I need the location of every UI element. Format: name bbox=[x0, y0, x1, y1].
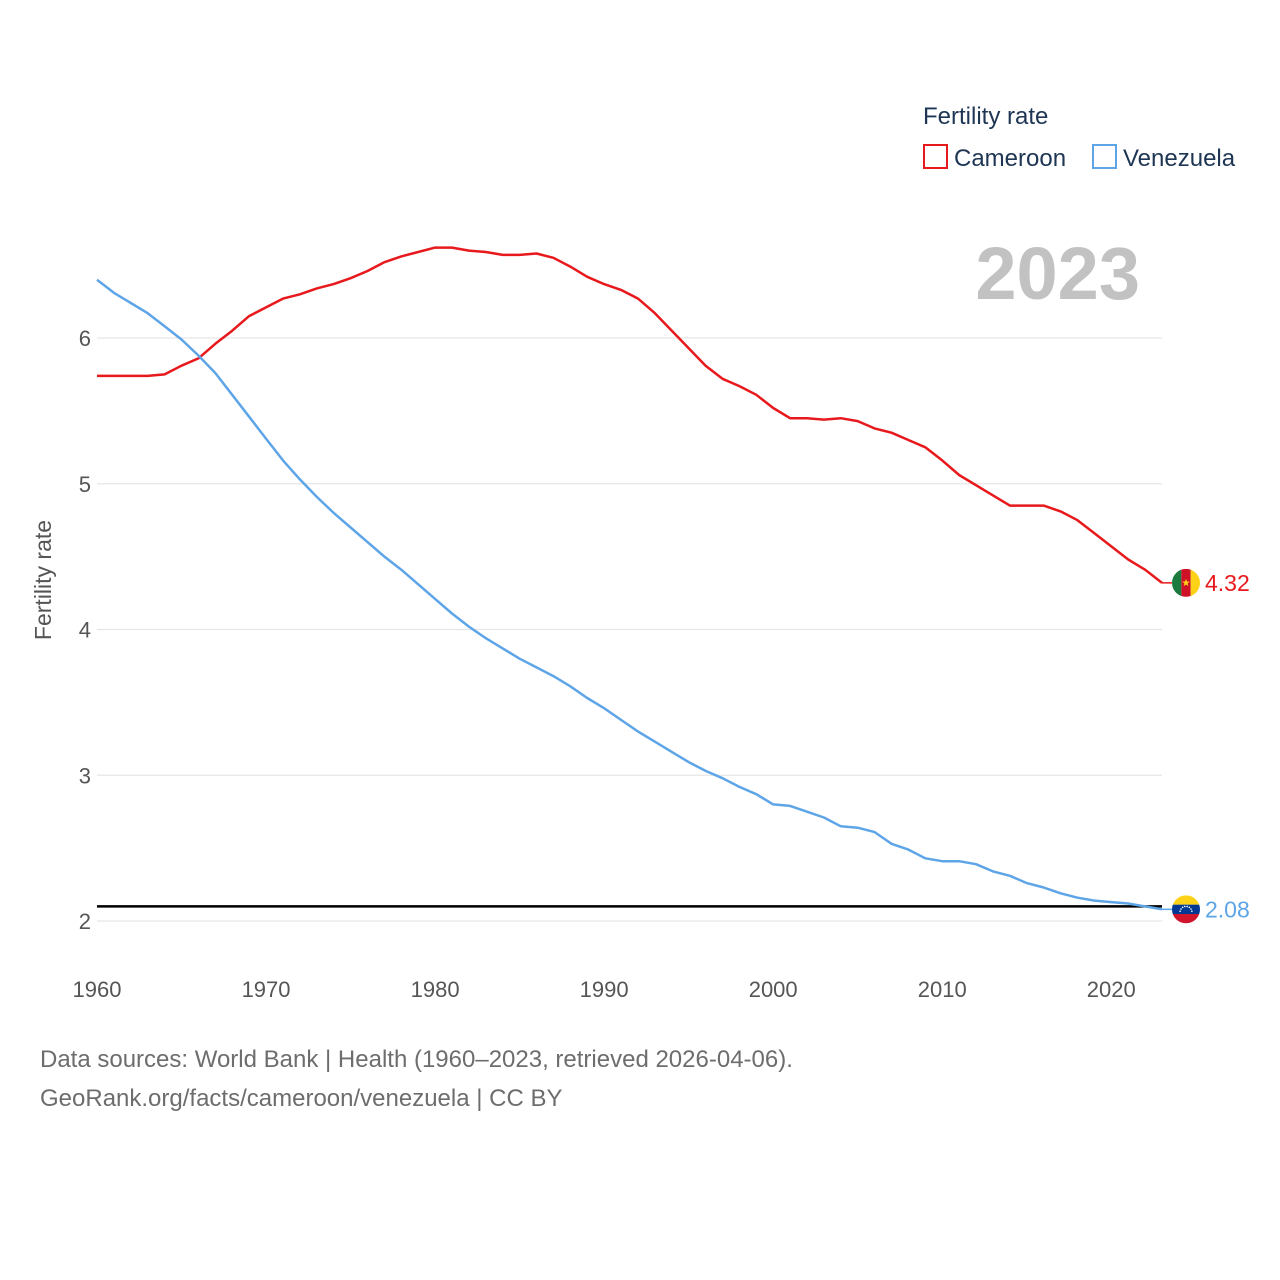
y-tick-label-6: 6 bbox=[79, 326, 91, 351]
data-source-note: Data sources: World Bank | Health (1960–… bbox=[40, 1046, 793, 1073]
flag-star-icon bbox=[1190, 908, 1192, 910]
flag-star-icon bbox=[1179, 910, 1181, 912]
legend-swatch-cameroon bbox=[923, 144, 948, 169]
cameroon-flag bbox=[1172, 568, 1200, 597]
x-tick-label-2020: 2020 bbox=[1087, 977, 1136, 1002]
flag-stripe-yellow bbox=[1190, 568, 1200, 597]
legend-title: Fertility rate bbox=[923, 103, 1048, 130]
flag-body-cameroon bbox=[1172, 568, 1200, 597]
flag-stripe-red bbox=[1172, 914, 1200, 924]
y-axis-title: Fertility rate bbox=[30, 520, 56, 640]
flag-star-icon bbox=[1186, 905, 1188, 908]
legend-label-cameroon: Cameroon bbox=[954, 145, 1066, 172]
series-lines bbox=[96, 246, 1163, 911]
legend-swatch-venezuela bbox=[1092, 144, 1117, 169]
y-tick-label-5: 5 bbox=[79, 472, 91, 497]
y-tick-label-4: 4 bbox=[79, 618, 91, 643]
y-tick-label-3: 3 bbox=[79, 763, 91, 788]
x-tick-label-1980: 1980 bbox=[411, 977, 460, 1002]
series-line-cameroon bbox=[97, 246, 1163, 584]
flag-star-icon bbox=[1188, 906, 1191, 909]
series-line-venezuela bbox=[96, 278, 1163, 911]
flag-stripe-yellow bbox=[1172, 895, 1200, 905]
flag-star-icon bbox=[1181, 906, 1184, 909]
x-tick-label-1970: 1970 bbox=[242, 977, 291, 1002]
legend-label-venezuela: Venezuela bbox=[1123, 145, 1236, 172]
year-label: 2023 bbox=[975, 232, 1140, 315]
flag-stripe-blue bbox=[1172, 904, 1200, 915]
flag-star-icon bbox=[1191, 910, 1193, 912]
flag-star-icon bbox=[1180, 908, 1182, 910]
series-end-markers: 4.32 2.08 bbox=[1162, 568, 1250, 924]
x-tick-label-2010: 2010 bbox=[918, 977, 967, 1002]
flag-star-icon bbox=[1184, 905, 1186, 908]
venezuela-flag bbox=[1172, 895, 1200, 924]
y-tick-label-2: 2 bbox=[79, 909, 91, 934]
x-axis-ticks: 1960 1970 1980 1990 2000 2010 2020 bbox=[73, 977, 1136, 1002]
end-value-label-venezuela: 2.08 bbox=[1205, 896, 1250, 922]
x-tick-label-2000: 2000 bbox=[749, 977, 798, 1002]
legend-item-venezuela[interactable]: Venezuela bbox=[1092, 144, 1236, 172]
flag-star-icon bbox=[1182, 578, 1190, 587]
source-url-license[interactable]: GeoRank.org/facts/cameroon/venezuela | C… bbox=[40, 1085, 563, 1112]
grid-lines bbox=[97, 337, 1162, 922]
flag-stripe-green bbox=[1172, 568, 1182, 597]
legend: Fertility rate Cameroon Venezuela bbox=[923, 103, 1236, 172]
x-tick-label-1990: 1990 bbox=[580, 977, 629, 1002]
flag-body-venezuela bbox=[1172, 895, 1200, 924]
legend-item-cameroon[interactable]: Cameroon bbox=[923, 144, 1066, 172]
y-axis-ticks: 2 3 4 5 6 bbox=[79, 326, 91, 934]
x-tick-label-1960: 1960 bbox=[73, 977, 122, 1002]
end-value-label-cameroon: 4.32 bbox=[1205, 570, 1250, 596]
